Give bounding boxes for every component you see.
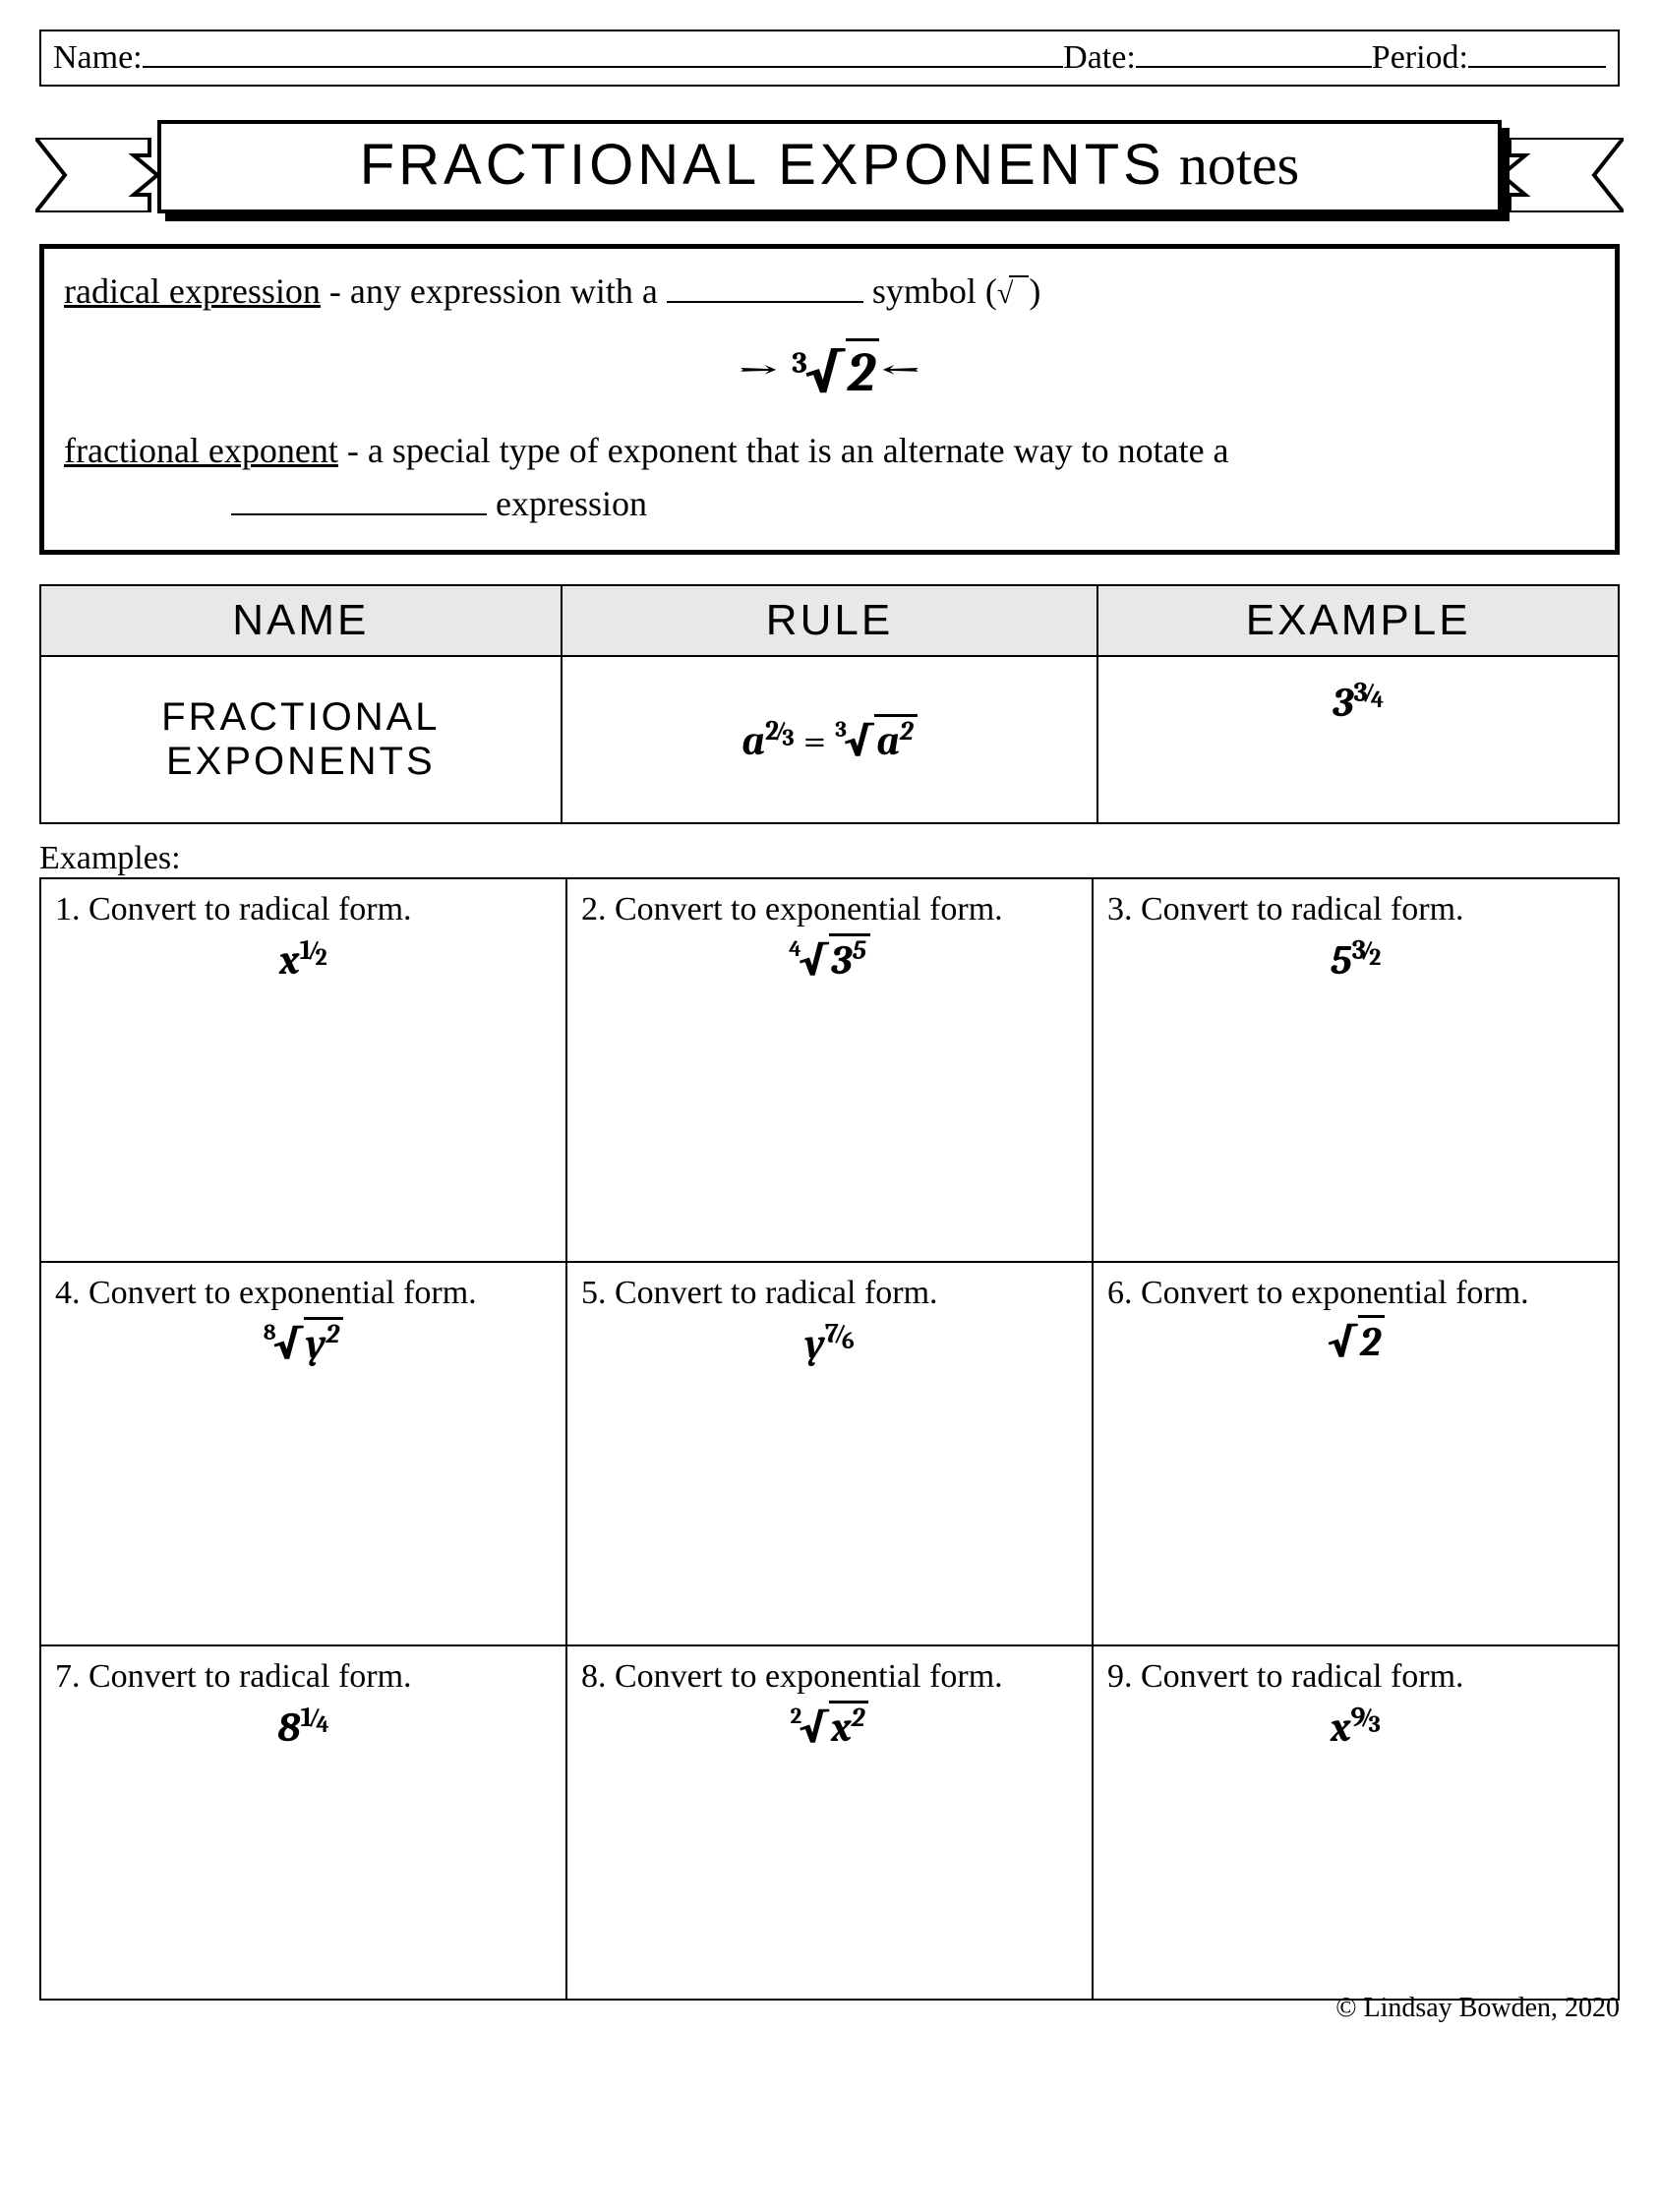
- example-cell: 4. Convert to exponential form.8√y2: [40, 1262, 566, 1645]
- title-script: notes: [1179, 133, 1299, 197]
- copyright-text: © Lindsay Bowden, 2020: [1335, 1993, 1620, 2024]
- example-number: 5.: [581, 1275, 607, 1311]
- example-number: 8.: [581, 1658, 607, 1695]
- example-cell: 1. Convert to radical form.x1⁄2: [40, 878, 566, 1262]
- example-cell: 5. Convert to radical form.y7⁄6: [566, 1262, 1093, 1645]
- example-number: 1.: [55, 891, 81, 927]
- worksheet-page: Name: Date: Period: FRACTIONAL EXPONENTS…: [0, 0, 1659, 2030]
- col-header-name: NAME: [40, 585, 562, 656]
- rule-lhs-base: a: [741, 717, 765, 765]
- ribbon-left-icon: [35, 138, 163, 212]
- fractional-definition: fractional exponent - a special type of …: [64, 424, 1595, 530]
- example-number: 3.: [1107, 891, 1133, 927]
- rules-table: NAME RULE EXAMPLE FRACTIONAL EXPONENTS a…: [39, 584, 1620, 824]
- title-main: FRACTIONAL EXPONENTS: [360, 133, 1165, 197]
- example-prompt: Convert to exponential form.: [89, 1275, 477, 1311]
- rule-formula-cell: a2⁄3 = 3√a2: [562, 656, 1098, 823]
- radical-blank[interactable]: [667, 277, 863, 303]
- radical-symbol-icon: √: [997, 277, 1029, 310]
- example-prompt: Convert to radical form.: [615, 1275, 938, 1311]
- rule-lhs-den: 3: [782, 724, 794, 751]
- rule-example-cell: 33⁄4: [1097, 656, 1619, 823]
- example-num: 3: [1354, 677, 1368, 708]
- examples-label: Examples:: [39, 840, 1620, 877]
- example-cell: 2. Convert to exponential form.4√35: [566, 878, 1093, 1262]
- example-prompt: Convert to exponential form.: [615, 1658, 1003, 1695]
- col-header-example: EXAMPLE: [1097, 585, 1619, 656]
- arrow-left-icon: ←: [879, 341, 922, 404]
- example-prompt: Convert to radical form.: [89, 891, 412, 927]
- example-cell: 6. Convert to exponential form.√2: [1093, 1262, 1619, 1645]
- radical-radicand: 2: [846, 338, 879, 404]
- example-cell: 7. Convert to radical form.81⁄4: [40, 1645, 566, 2000]
- example-number: 7.: [55, 1658, 81, 1695]
- fractional-text-b: expression: [487, 484, 647, 523]
- radical-text-c: ): [1029, 271, 1040, 311]
- radical-text-b: symbol (: [863, 271, 997, 311]
- fractional-term: fractional exponent: [64, 431, 338, 470]
- definitions-box: radical expression - any expression with…: [39, 244, 1620, 555]
- example-prompt: Convert to exponential form.: [615, 891, 1003, 927]
- ribbon-right-icon: [1496, 138, 1624, 212]
- rule-rhs-base: a: [876, 717, 900, 765]
- example-cell: 8. Convert to exponential form.2√x2: [566, 1645, 1093, 2000]
- rule-name-cell: FRACTIONAL EXPONENTS: [40, 656, 562, 823]
- fractional-blank[interactable]: [231, 490, 487, 515]
- header-box: Name: Date: Period:: [39, 30, 1620, 87]
- example-number: 6.: [1107, 1275, 1133, 1311]
- col-header-rule: RULE: [562, 585, 1098, 656]
- name-blank[interactable]: [143, 40, 1064, 68]
- example-prompt: Convert to exponential form.: [1141, 1275, 1529, 1311]
- example-cell: 9. Convert to radical form.x9⁄3: [1093, 1645, 1619, 2000]
- example-den: 4: [1371, 686, 1384, 713]
- radical-term: radical expression: [64, 271, 321, 311]
- example-prompt: Convert to radical form.: [89, 1658, 412, 1695]
- example-number: 2.: [581, 891, 607, 927]
- title-box: FRACTIONAL EXPONENTS notes: [157, 120, 1502, 213]
- date-label: Date:: [1063, 39, 1136, 77]
- example-number: 4.: [55, 1275, 81, 1311]
- radical-text-a: - any expression with a: [321, 271, 667, 311]
- arrow-right-icon: →: [737, 341, 792, 404]
- example-base: 3: [1333, 679, 1353, 727]
- example-number: 9.: [1107, 1658, 1133, 1695]
- radical-definition: radical expression - any expression with…: [64, 265, 1595, 318]
- fractional-text-a: - a special type of exponent that is an …: [338, 431, 1229, 470]
- example-cell: 3. Convert to radical form.53⁄2: [1093, 878, 1619, 1262]
- example-prompt: Convert to radical form.: [1141, 891, 1464, 927]
- examples-grid: 1. Convert to radical form.x1⁄22. Conver…: [39, 877, 1620, 2001]
- title-banner: FRACTIONAL EXPONENTS notes: [39, 114, 1620, 222]
- name-label: Name:: [53, 39, 143, 77]
- period-label: Period:: [1372, 39, 1468, 77]
- period-blank[interactable]: [1468, 40, 1606, 68]
- rule-rhs-exp: 2: [900, 715, 914, 747]
- example-prompt: Convert to radical form.: [1141, 1658, 1464, 1695]
- radical-diagram: → 3√2←: [64, 331, 1595, 414]
- rule-lhs-num: 2: [765, 715, 779, 747]
- date-blank[interactable]: [1136, 40, 1372, 68]
